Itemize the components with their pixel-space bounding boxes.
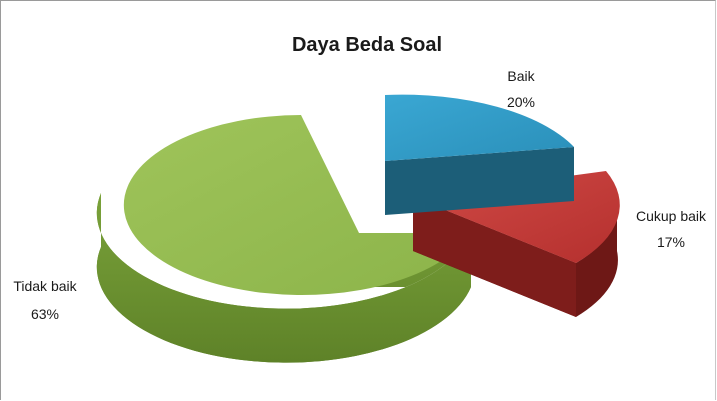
label-tidak-baik-percent: 63% <box>31 306 59 322</box>
label-baik-percent: 20% <box>507 94 535 110</box>
label-baik-category: Baik <box>507 68 535 84</box>
slice-cukup-baik-face <box>413 197 576 317</box>
chart-title: Daya Beda Soal <box>292 34 442 56</box>
slice-baik-face <box>385 147 574 215</box>
slice-tidak-baik-rim <box>96 193 471 363</box>
slice-tidak-baik-top <box>123 115 472 295</box>
slice-tidak-baik <box>96 115 472 363</box>
label-cukup-baik-category: Cukup baik <box>636 208 707 224</box>
label-tidak-baik-category: Tidak baik <box>13 278 77 294</box>
slice-baik <box>385 94 574 215</box>
slice-baik-top <box>385 94 574 161</box>
label-cukup-baik-percent: 17% <box>657 234 685 250</box>
